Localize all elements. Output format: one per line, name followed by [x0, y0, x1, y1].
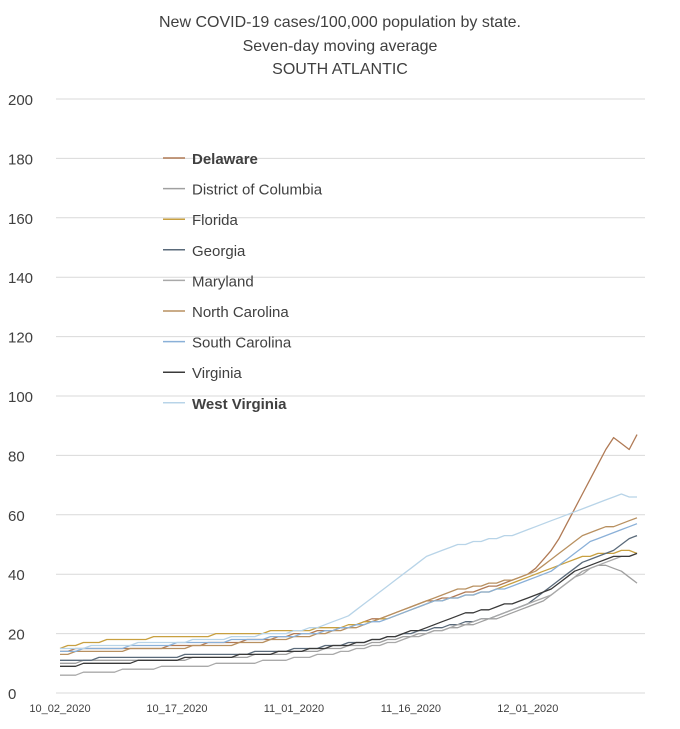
legend: Delaware District of Columbia Florida Georg… — [163, 151, 323, 413]
series-line-florida — [59, 549, 638, 650]
y-tick-label: 80 — [8, 448, 25, 465]
legend-label-west-virginia: West Virginia — [192, 396, 287, 413]
x-tick-label: 12_01_2020 — [497, 703, 558, 715]
legend-label-district-of-columbia: District of Columbia — [192, 182, 323, 199]
y-tick-label: 160 — [8, 211, 33, 228]
y-tick-label: 0 — [8, 686, 16, 703]
series-line-maryland — [60, 552, 638, 676]
series-lines — [59, 434, 638, 676]
legend-label-virginia: Virginia — [192, 365, 242, 382]
legend-label-georgia: Georgia — [192, 243, 246, 260]
x-axis-tick-labels: 10_02_2020 10_17_2020 11_01_2020 11_16_2020… — [29, 703, 558, 715]
series-line-virginia — [60, 552, 638, 667]
y-tick-label: 200 — [8, 92, 33, 109]
y-tick-label: 100 — [8, 389, 33, 406]
y-axis-tick-labels: 0 20 40 60 80 100 120 140 160 180 200 — [8, 92, 33, 703]
chart-title: New COVID-19 cases/100,000 population by… — [159, 14, 521, 78]
y-tick-label: 140 — [8, 270, 33, 287]
chart-title-line-2: Seven-day moving average — [243, 38, 438, 55]
series-line-south-carolina — [60, 523, 638, 653]
series-line-georgia — [60, 534, 638, 661]
y-tick-label: 120 — [8, 330, 33, 347]
series-line-west-virginia — [60, 493, 637, 650]
legend-label-delaware: Delaware — [192, 151, 258, 168]
chart-title-line-1: New COVID-19 cases/100,000 population by… — [159, 14, 521, 31]
y-tick-label: 180 — [8, 151, 33, 168]
gridlines — [56, 98, 645, 694]
x-tick-label: 10_17_2020 — [146, 703, 207, 715]
x-tick-label: 11_16_2020 — [381, 703, 441, 715]
y-tick-label: 40 — [8, 567, 25, 584]
x-tick-label: 11_01_2020 — [264, 703, 324, 715]
legend-label-maryland: Maryland — [192, 273, 254, 290]
legend-label-south-carolina: South Carolina — [192, 335, 292, 352]
y-tick-label: 60 — [8, 508, 25, 525]
chart-title-line-3: SOUTH ATLANTIC — [272, 61, 408, 78]
legend-label-florida: Florida — [192, 212, 239, 229]
x-tick-label: 10_02_2020 — [29, 703, 90, 715]
y-tick-label: 20 — [8, 627, 25, 644]
legend-label-north-carolina: North Carolina — [192, 304, 289, 321]
